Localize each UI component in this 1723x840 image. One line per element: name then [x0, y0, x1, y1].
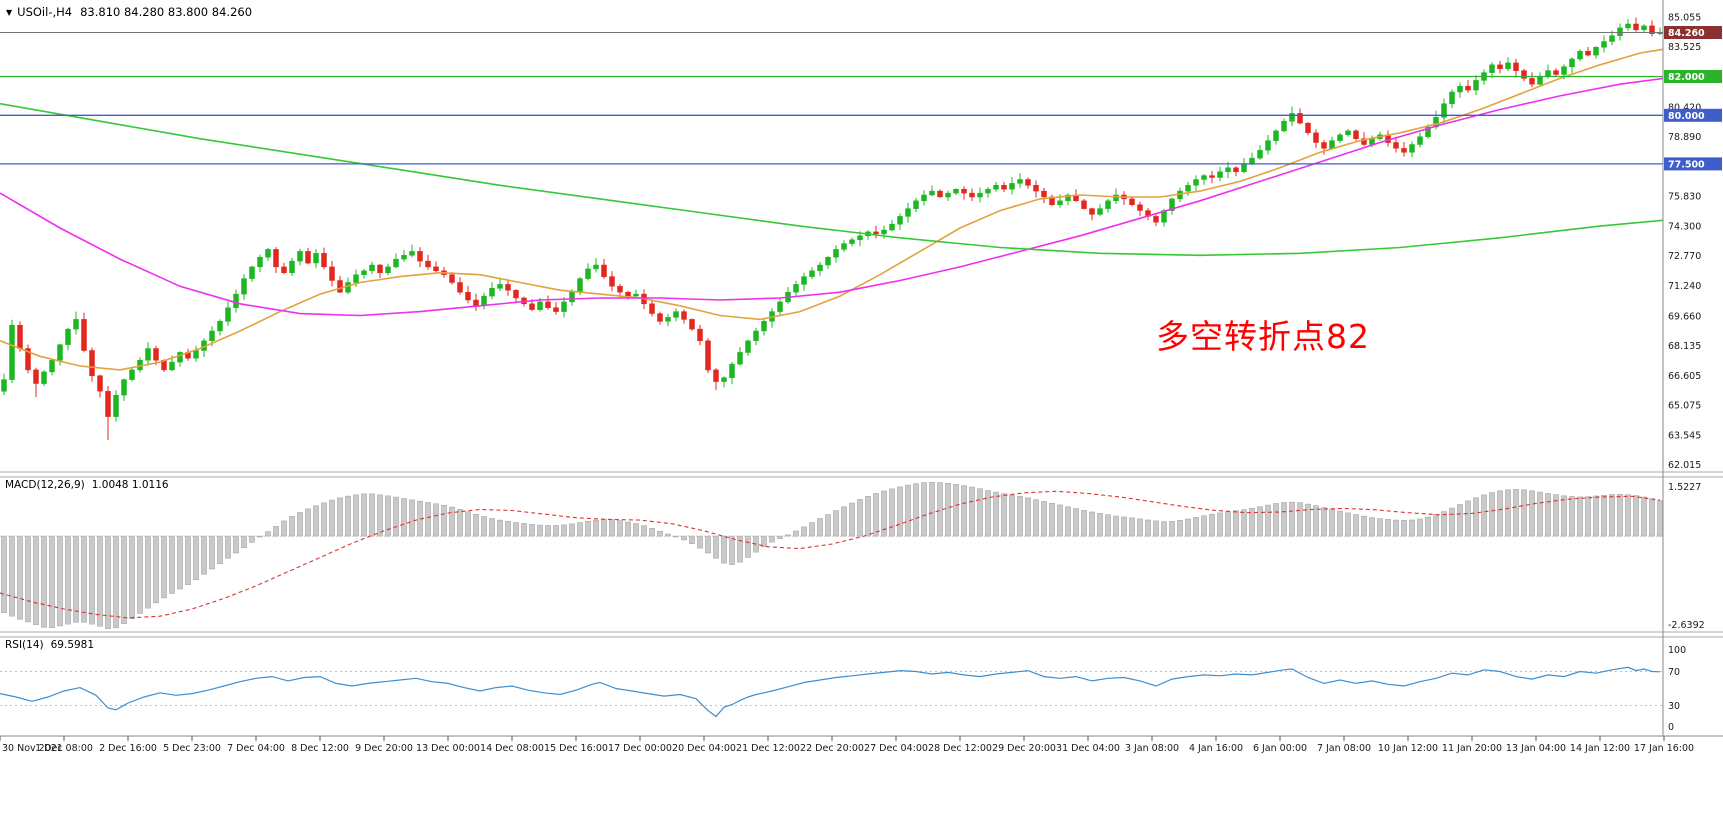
macd-signal-line [0, 490, 1661, 619]
svg-text:11 Jan 20:00: 11 Jan 20:00 [1442, 743, 1502, 754]
horizontal-level-lines[interactable] [0, 32, 1663, 165]
svg-text:13 Dec 00:00: 13 Dec 00:00 [416, 743, 480, 754]
ma-medium-line [0, 77, 1664, 317]
svg-text:69.660: 69.660 [1668, 312, 1701, 323]
rsi-name: RSI(14) [5, 639, 44, 651]
svg-text:78.890: 78.890 [1668, 132, 1701, 143]
svg-text:9 Dec 20:00: 9 Dec 20:00 [355, 743, 413, 754]
svg-text:14 Jan 12:00: 14 Jan 12:00 [1570, 743, 1630, 754]
macd-histogram[interactable] [1, 481, 1663, 629]
svg-text:70: 70 [1668, 667, 1680, 678]
svg-text:74.300: 74.300 [1668, 221, 1701, 232]
macd-indicator-label: MACD(12,26,9) 1.0048 1.0116 [5, 479, 169, 491]
svg-text:63.545: 63.545 [1668, 430, 1701, 441]
svg-text:100: 100 [1668, 645, 1686, 656]
svg-text:0: 0 [1668, 722, 1674, 733]
svg-text:66.605: 66.605 [1668, 371, 1701, 382]
price-axis[interactable]: 85.055 83.525 80.420 78.890 75.830 74.300 72.7… [1664, 12, 1722, 471]
svg-text:7 Dec 04:00: 7 Dec 04:00 [227, 743, 285, 754]
svg-text:84.260: 84.260 [1668, 28, 1705, 39]
svg-text:22 Dec 20:00: 22 Dec 20:00 [800, 743, 864, 754]
svg-text:14 Dec 08:00: 14 Dec 08:00 [480, 743, 544, 754]
svg-text:-2.6392: -2.6392 [1668, 620, 1705, 631]
svg-text:1.5227: 1.5227 [1668, 482, 1701, 493]
rsi-indicator-label: RSI(14) 69.5981 [5, 639, 94, 651]
svg-text:17 Jan 16:00: 17 Jan 16:00 [1634, 743, 1694, 754]
svg-text:62.015: 62.015 [1668, 460, 1701, 471]
svg-text:2 Dec 16:00: 2 Dec 16:00 [99, 743, 157, 754]
symbol-period-label: USOil-,H4 [17, 5, 73, 19]
svg-text:21 Dec 12:00: 21 Dec 12:00 [736, 743, 800, 754]
svg-text:72.770: 72.770 [1668, 251, 1701, 262]
svg-text:75.830: 75.830 [1668, 192, 1701, 203]
svg-text:7 Jan 08:00: 7 Jan 08:00 [1317, 743, 1371, 754]
svg-text:1 Dec 08:00: 1 Dec 08:00 [35, 743, 93, 754]
macd-axis[interactable]: 1.5227 -2.6392 [1668, 482, 1705, 631]
svg-text:8 Dec 12:00: 8 Dec 12:00 [291, 743, 349, 754]
svg-text:80.420: 80.420 [1668, 103, 1701, 114]
svg-text:3 Jan 08:00: 3 Jan 08:00 [1125, 743, 1179, 754]
svg-text:4 Jan 16:00: 4 Jan 16:00 [1189, 743, 1243, 754]
svg-text:30: 30 [1668, 701, 1680, 712]
candlestick-series[interactable] [1, 17, 1663, 440]
pane-separator[interactable] [0, 631, 1723, 638]
svg-text:80.000: 80.000 [1668, 111, 1705, 122]
svg-text:5 Dec 23:00: 5 Dec 23:00 [163, 743, 221, 754]
svg-text:17 Dec 00:00: 17 Dec 00:00 [608, 743, 672, 754]
ma-slow-line [0, 102, 1664, 257]
svg-text:13 Jan 04:00: 13 Jan 04:00 [1506, 743, 1566, 754]
rsi-value: 69.5981 [50, 639, 95, 651]
svg-text:83.525: 83.525 [1668, 42, 1701, 53]
svg-text:28 Dec 12:00: 28 Dec 12:00 [928, 743, 992, 754]
ohlc-readout: 83.810 84.280 83.800 84.260 [80, 5, 253, 19]
svg-text:77.500: 77.500 [1668, 159, 1705, 170]
pane-separator[interactable] [0, 471, 1723, 478]
svg-text:31 Dec 04:00: 31 Dec 04:00 [1056, 743, 1120, 754]
svg-text:20 Dec 04:00: 20 Dec 04:00 [672, 743, 736, 754]
rsi-level-lines [0, 671, 1663, 706]
symbol-info: ▼ USOil-,H4 83.810 84.280 83.800 84.260 [6, 5, 252, 19]
svg-text:6 Jan 00:00: 6 Jan 00:00 [1253, 743, 1307, 754]
svg-text:29 Dec 20:00: 29 Dec 20:00 [992, 743, 1056, 754]
dropdown-arrow-icon: ▼ [6, 8, 13, 17]
svg-text:30 Nov 2021: 30 Nov 2021 [2, 743, 63, 754]
rsi-axis[interactable]: 100 70 30 0 [1668, 645, 1686, 733]
macd-name: MACD(12,26,9) [5, 479, 85, 491]
svg-text:10 Jan 12:00: 10 Jan 12:00 [1378, 743, 1438, 754]
svg-text:85.055: 85.055 [1668, 12, 1701, 23]
svg-text:27 Dec 04:00: 27 Dec 04:00 [864, 743, 928, 754]
svg-text:15 Dec 16:00: 15 Dec 16:00 [544, 743, 608, 754]
annotation-text[interactable]: 多空转折点82 [1156, 317, 1370, 356]
svg-text:68.135: 68.135 [1668, 341, 1701, 352]
svg-text:71.240: 71.240 [1668, 281, 1701, 292]
rsi-line[interactable] [0, 666, 1661, 718]
svg-text:82.000: 82.000 [1668, 72, 1705, 83]
macd-values: 1.0048 1.0116 [91, 479, 169, 491]
svg-text:65.075: 65.075 [1668, 401, 1701, 412]
ma-fast-line [0, 48, 1664, 371]
